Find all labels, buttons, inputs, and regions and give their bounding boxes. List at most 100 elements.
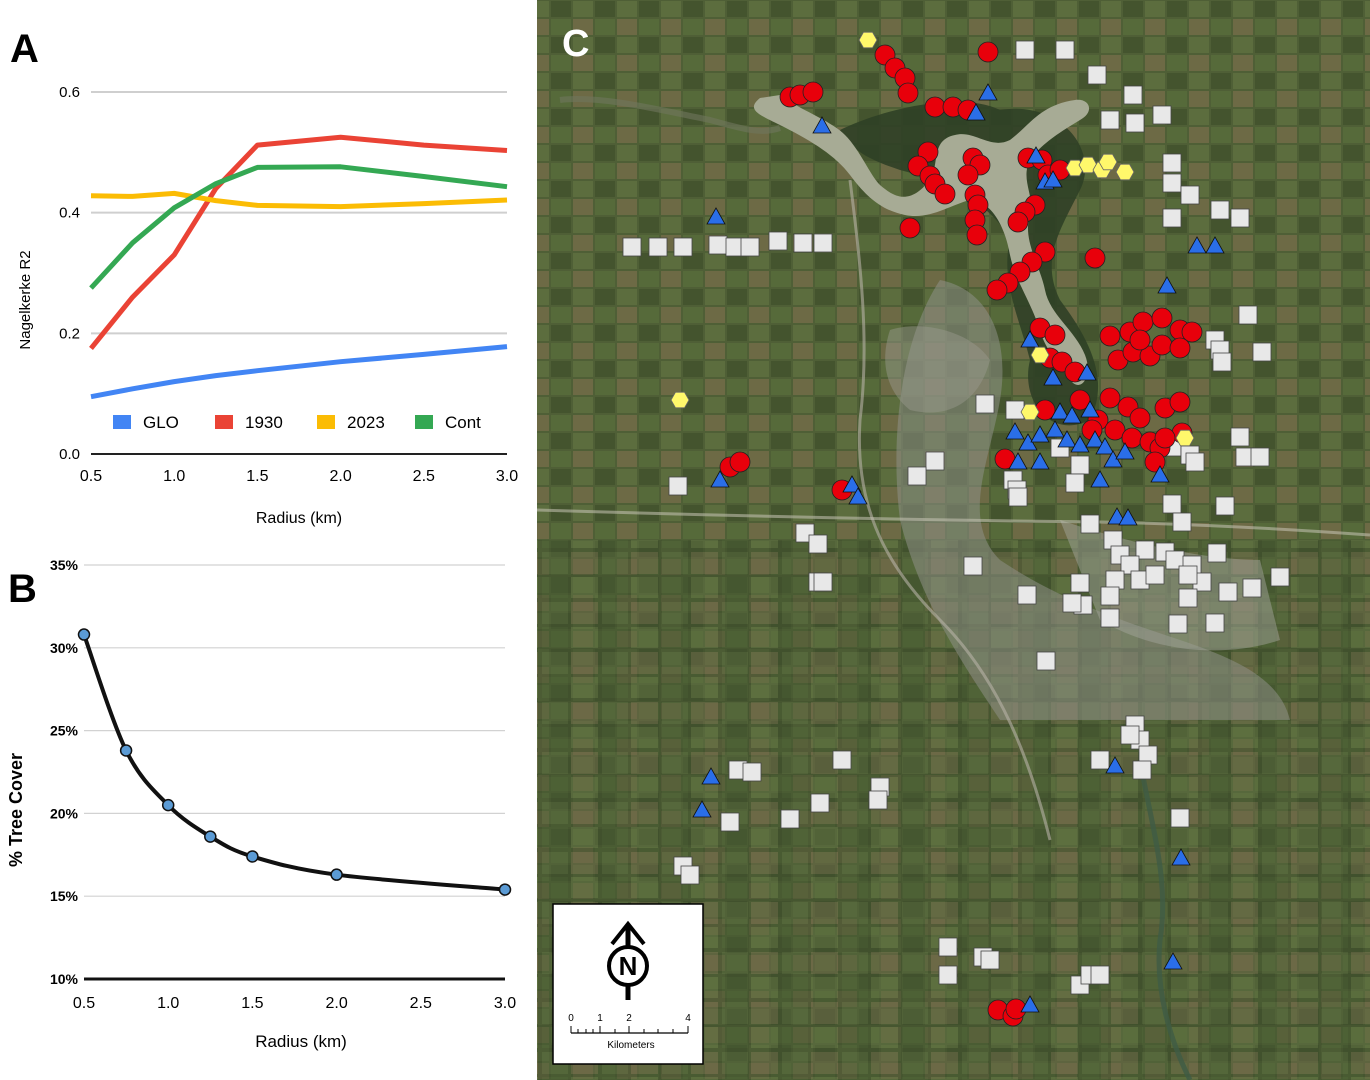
- map-marker-square: [648, 237, 668, 257]
- map-marker-triangle: [1030, 452, 1050, 470]
- map-marker-triangle: [692, 800, 712, 818]
- map-marker-square: [768, 231, 788, 251]
- map-marker-square: [1238, 305, 1258, 325]
- legend-label-1930: 1930: [245, 413, 283, 432]
- map-marker-circle: [1129, 329, 1151, 351]
- map-marker-square: [1145, 565, 1165, 585]
- map-marker-square: [1070, 455, 1090, 475]
- panel-a-xtick-label: 0.5: [80, 468, 102, 485]
- map-marker-square: [1205, 613, 1225, 633]
- panel-b-letter: B: [8, 567, 37, 611]
- map-marker-triangle: [978, 83, 998, 101]
- legend-swatch-cont: [415, 415, 433, 429]
- tree-cover-point: [161, 798, 175, 812]
- map-marker-triangle: [1085, 430, 1105, 448]
- map-marker-hexagon: [1115, 163, 1135, 181]
- map-marker-square: [1210, 200, 1230, 220]
- map-marker-circle: [986, 279, 1008, 301]
- map-marker-square: [720, 812, 740, 832]
- panel-a-ytick-label: 0.2: [59, 325, 80, 342]
- panel-a-xtick-label: 2.5: [413, 468, 435, 485]
- panel-a-ytick-label: 0.6: [59, 84, 80, 101]
- panel-b-ytick-label: 30%: [50, 640, 79, 656]
- map-marker-circle: [1069, 389, 1091, 411]
- tree-cover-point: [204, 830, 217, 843]
- map-marker-circle: [924, 96, 946, 118]
- legend-label-glo: GLO: [143, 413, 179, 432]
- panel-b-xtick-label: 3.0: [494, 995, 516, 1012]
- map-marker-square: [1017, 585, 1037, 605]
- map-marker-triangle: [1187, 236, 1207, 254]
- map-marker-triangle: [1115, 442, 1135, 460]
- map-marker-square: [1250, 447, 1270, 467]
- map-marker-circle: [1169, 337, 1191, 359]
- map-marker-circle: [1007, 211, 1029, 233]
- legend-swatch-2023: [317, 415, 335, 429]
- map-marker-square: [868, 790, 888, 810]
- map-marker-triangle: [1080, 400, 1100, 418]
- map-marker-square: [1105, 570, 1125, 590]
- map-marker-triangle: [1163, 952, 1183, 970]
- map-marker-square: [1218, 582, 1238, 602]
- panel-b-ytick-label: 35%: [50, 557, 79, 573]
- map-marker-triangle: [1171, 848, 1191, 866]
- map-marker-circle: [1151, 334, 1173, 356]
- legend-swatch-1930: [215, 415, 233, 429]
- map-marker-circle: [1044, 324, 1066, 346]
- scale-tick-2: 2: [626, 1013, 632, 1024]
- map-marker-hexagon: [1078, 156, 1098, 174]
- panel-c-letter: C: [562, 23, 589, 65]
- map-marker-square: [1065, 473, 1085, 493]
- panel-b-xtick-label: 1.5: [241, 995, 263, 1012]
- map-marker-circle: [1154, 427, 1176, 449]
- map-marker-square: [1162, 208, 1182, 228]
- map-marker-triangle: [1045, 420, 1065, 438]
- legend-label-2023: 2023: [347, 413, 385, 432]
- map-marker-triangle: [1043, 170, 1063, 188]
- tree-cover-point: [77, 628, 91, 641]
- map-marker-square: [740, 237, 760, 257]
- map-marker-triangle: [1157, 276, 1177, 294]
- map-marker-triangle: [1077, 363, 1097, 381]
- series-line-cont: [89, 164, 508, 290]
- map-marker-square: [1015, 40, 1035, 60]
- map-marker-triangle: [1062, 406, 1082, 424]
- map-marker-circle: [1129, 407, 1151, 429]
- panel-a-xlabel: Radius (km): [256, 510, 342, 527]
- map-legend-box: N 0 1 2 4 Kilometers: [552, 903, 704, 1065]
- map-marker-square: [1055, 40, 1075, 60]
- map-marker-triangle: [710, 470, 730, 488]
- map-marker-square: [963, 556, 983, 576]
- series-line-2023: [90, 190, 508, 210]
- map-marker-square: [1168, 614, 1188, 634]
- tree-cover-point: [246, 850, 259, 863]
- map-marker-square: [1180, 185, 1200, 205]
- map-marker-square: [793, 233, 813, 253]
- satellite-basemap: [536, 0, 1370, 1080]
- map-marker-square: [1178, 565, 1198, 585]
- tree-cover-point: [330, 868, 343, 881]
- map-marker-circle: [1181, 321, 1203, 343]
- scale-bar: 0 1 2 4 Kilometers: [568, 1013, 691, 1051]
- map-marker-triangle: [1026, 146, 1046, 164]
- series-line-1930: [89, 134, 508, 350]
- panel-a-xtick-label: 2.0: [329, 468, 351, 485]
- map-marker-square: [708, 235, 728, 255]
- map-markers: [622, 31, 1290, 1027]
- map-marker-triangle: [1118, 508, 1138, 526]
- map-marker-triangle: [1090, 470, 1110, 488]
- map-marker-square: [1230, 208, 1250, 228]
- map-marker-square: [1135, 540, 1155, 560]
- map-marker-square: [1100, 608, 1120, 628]
- map-marker-triangle: [1150, 465, 1170, 483]
- map-marker-square: [1132, 760, 1152, 780]
- map-marker-circle: [934, 183, 956, 205]
- map-marker-square: [1120, 725, 1140, 745]
- tree-cover-point: [119, 744, 133, 757]
- map-marker-circle: [966, 224, 988, 246]
- map-marker-square: [780, 809, 800, 829]
- map-marker-square: [1070, 573, 1090, 593]
- map-marker-square: [938, 965, 958, 985]
- map-marker-triangle: [1020, 330, 1040, 348]
